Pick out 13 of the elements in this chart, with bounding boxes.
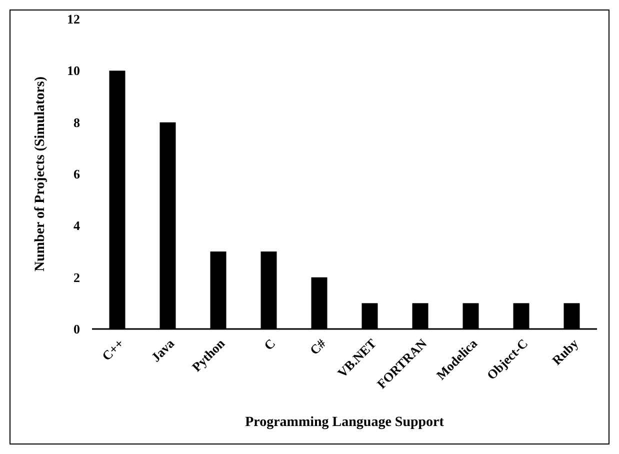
y-tick-label: 4 xyxy=(74,218,80,234)
x-axis-title: Programming Language Support xyxy=(245,415,444,430)
y-tick-label: 10 xyxy=(67,63,80,78)
y-tick-label: 12 xyxy=(67,12,80,27)
y-tick-label: 2 xyxy=(74,270,80,285)
x-tick-label: C# xyxy=(306,335,329,358)
y-tick-label: 0 xyxy=(74,322,80,337)
x-tick-label: C++ xyxy=(98,336,127,364)
x-tick-label: Java xyxy=(148,335,178,365)
y-axis-title: Number of Projects (Simulators) xyxy=(33,76,48,272)
y-tick-label: 6 xyxy=(74,166,80,182)
y-tick-label: 8 xyxy=(74,114,80,130)
x-tick-label: C xyxy=(260,336,278,353)
